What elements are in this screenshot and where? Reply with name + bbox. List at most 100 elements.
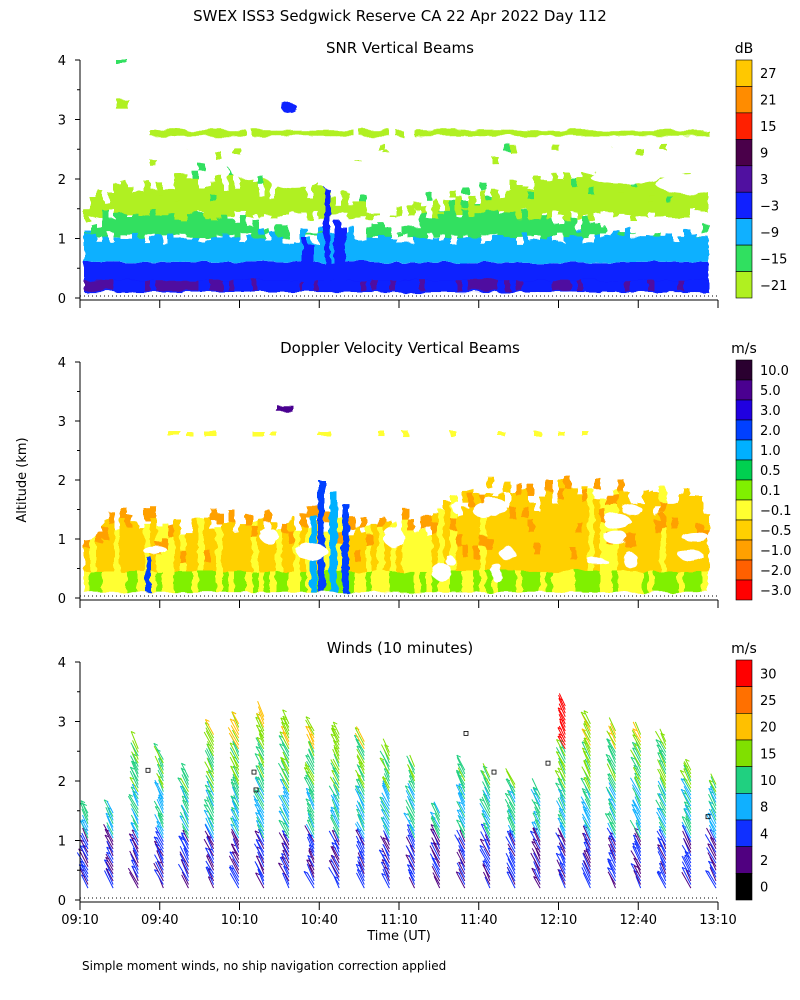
snr-cell: [522, 262, 529, 293]
wind-barb-flag: [203, 804, 209, 808]
wind-barb: [707, 852, 717, 867]
wind-barb: [606, 789, 616, 807]
wind-barb: [205, 770, 215, 785]
snr-cell: [372, 130, 379, 137]
snr-cell: [414, 280, 421, 291]
snr-cell: [246, 235, 253, 263]
wind-barb: [679, 770, 692, 789]
wind-barb: [631, 742, 642, 760]
doppler-cell: [630, 502, 637, 593]
snr-cell: [138, 192, 145, 216]
wind-barb-flag: [581, 728, 587, 732]
colorbar-swatch: [735, 579, 753, 601]
doppler-panel: Doppler Velocity Vertical Beams m/s 0123…: [58, 339, 792, 608]
wind-barb: [130, 814, 139, 828]
colorbar-swatch: [735, 739, 753, 767]
doppler-cell: [462, 490, 469, 503]
wind-barb: [231, 851, 240, 864]
doppler-cell: [534, 571, 541, 593]
snr-cell: [390, 262, 397, 293]
wind-barb: [305, 719, 315, 735]
snr-cell: [360, 201, 367, 217]
doppler-cell: [594, 499, 601, 593]
wind-barb: [81, 819, 89, 832]
snr-cell: [330, 197, 337, 214]
snr-cell: [150, 280, 157, 291]
snr-cell: [84, 209, 91, 221]
wind-barb: [306, 859, 315, 875]
snr-cell: [528, 280, 535, 291]
wind-barb: [456, 851, 466, 867]
wind-barb: [332, 740, 340, 753]
wind-barb: [255, 812, 265, 828]
wind-barb: [606, 730, 616, 746]
doppler-cell: [96, 531, 103, 543]
wind-barb: [710, 808, 717, 821]
wind-barb: [632, 747, 642, 764]
doppler-cell: [570, 547, 577, 560]
wind-barb: [280, 760, 290, 778]
snr-cell: [174, 194, 181, 202]
snr-cell: [354, 238, 361, 263]
wind-barb: [630, 850, 642, 867]
wind-barb: [205, 727, 215, 742]
doppler-cell: [384, 571, 391, 593]
snr-cell: [252, 231, 259, 263]
wind-barb: [705, 870, 717, 889]
wind-barb: [657, 837, 667, 853]
wind-barb: [407, 764, 415, 778]
snr-column: [324, 179, 330, 293]
wind-barb: [509, 829, 516, 842]
doppler-cell: [510, 507, 517, 520]
wind-barb: [307, 725, 315, 739]
wind-barb: [408, 854, 416, 867]
x-tick-label: 10:40: [301, 913, 338, 928]
doppler-cell: [498, 571, 505, 593]
snr-cell: [432, 262, 439, 293]
wind-barb: [127, 795, 139, 814]
wind-barb: [658, 829, 667, 842]
doppler-cell: [432, 522, 439, 535]
wind-barb: [509, 855, 516, 867]
wind-barb: [479, 798, 491, 817]
wind-barb: [380, 861, 390, 878]
wind-barb: [254, 753, 265, 771]
wind-barb: [256, 737, 265, 750]
wind-barb: [632, 734, 642, 750]
wind-marker: [145, 767, 151, 773]
wind-barb-flag: [657, 870, 662, 874]
snr-cell: [144, 262, 151, 293]
wind-marker: [491, 769, 497, 775]
snr-cell: [456, 130, 463, 137]
wind-barb: [328, 866, 340, 885]
wind-barb: [229, 747, 240, 764]
wind-barb-flag: [254, 830, 260, 834]
wind-barb: [330, 816, 340, 835]
snr-gap: [655, 173, 725, 194]
wind-barb: [557, 777, 566, 792]
snr-cell: [168, 188, 175, 213]
wind-barb: [256, 840, 265, 853]
wind-barb: [683, 808, 692, 821]
wind-barb: [507, 847, 516, 860]
snr-cell: [318, 227, 325, 263]
snr-cell: [96, 241, 103, 263]
wind-barb: [205, 789, 215, 807]
wind-barb: [580, 777, 591, 796]
wind-barb-flag: [557, 845, 562, 849]
wind-barb: [79, 860, 89, 875]
snr-cell: [216, 210, 223, 236]
wind-barb: [282, 807, 290, 821]
wind-barb: [482, 864, 491, 878]
wind-barb-flag: [230, 795, 236, 799]
snr-cell: [132, 192, 139, 214]
colorbar-swatch: [735, 59, 753, 87]
doppler-cell: [90, 535, 97, 593]
wind-barb: [382, 824, 390, 839]
wind-barb: [635, 741, 642, 753]
wind-barb: [333, 806, 340, 821]
snr-cell: [144, 204, 151, 235]
wind-barb: [583, 852, 591, 867]
wind-barb: [582, 790, 591, 807]
